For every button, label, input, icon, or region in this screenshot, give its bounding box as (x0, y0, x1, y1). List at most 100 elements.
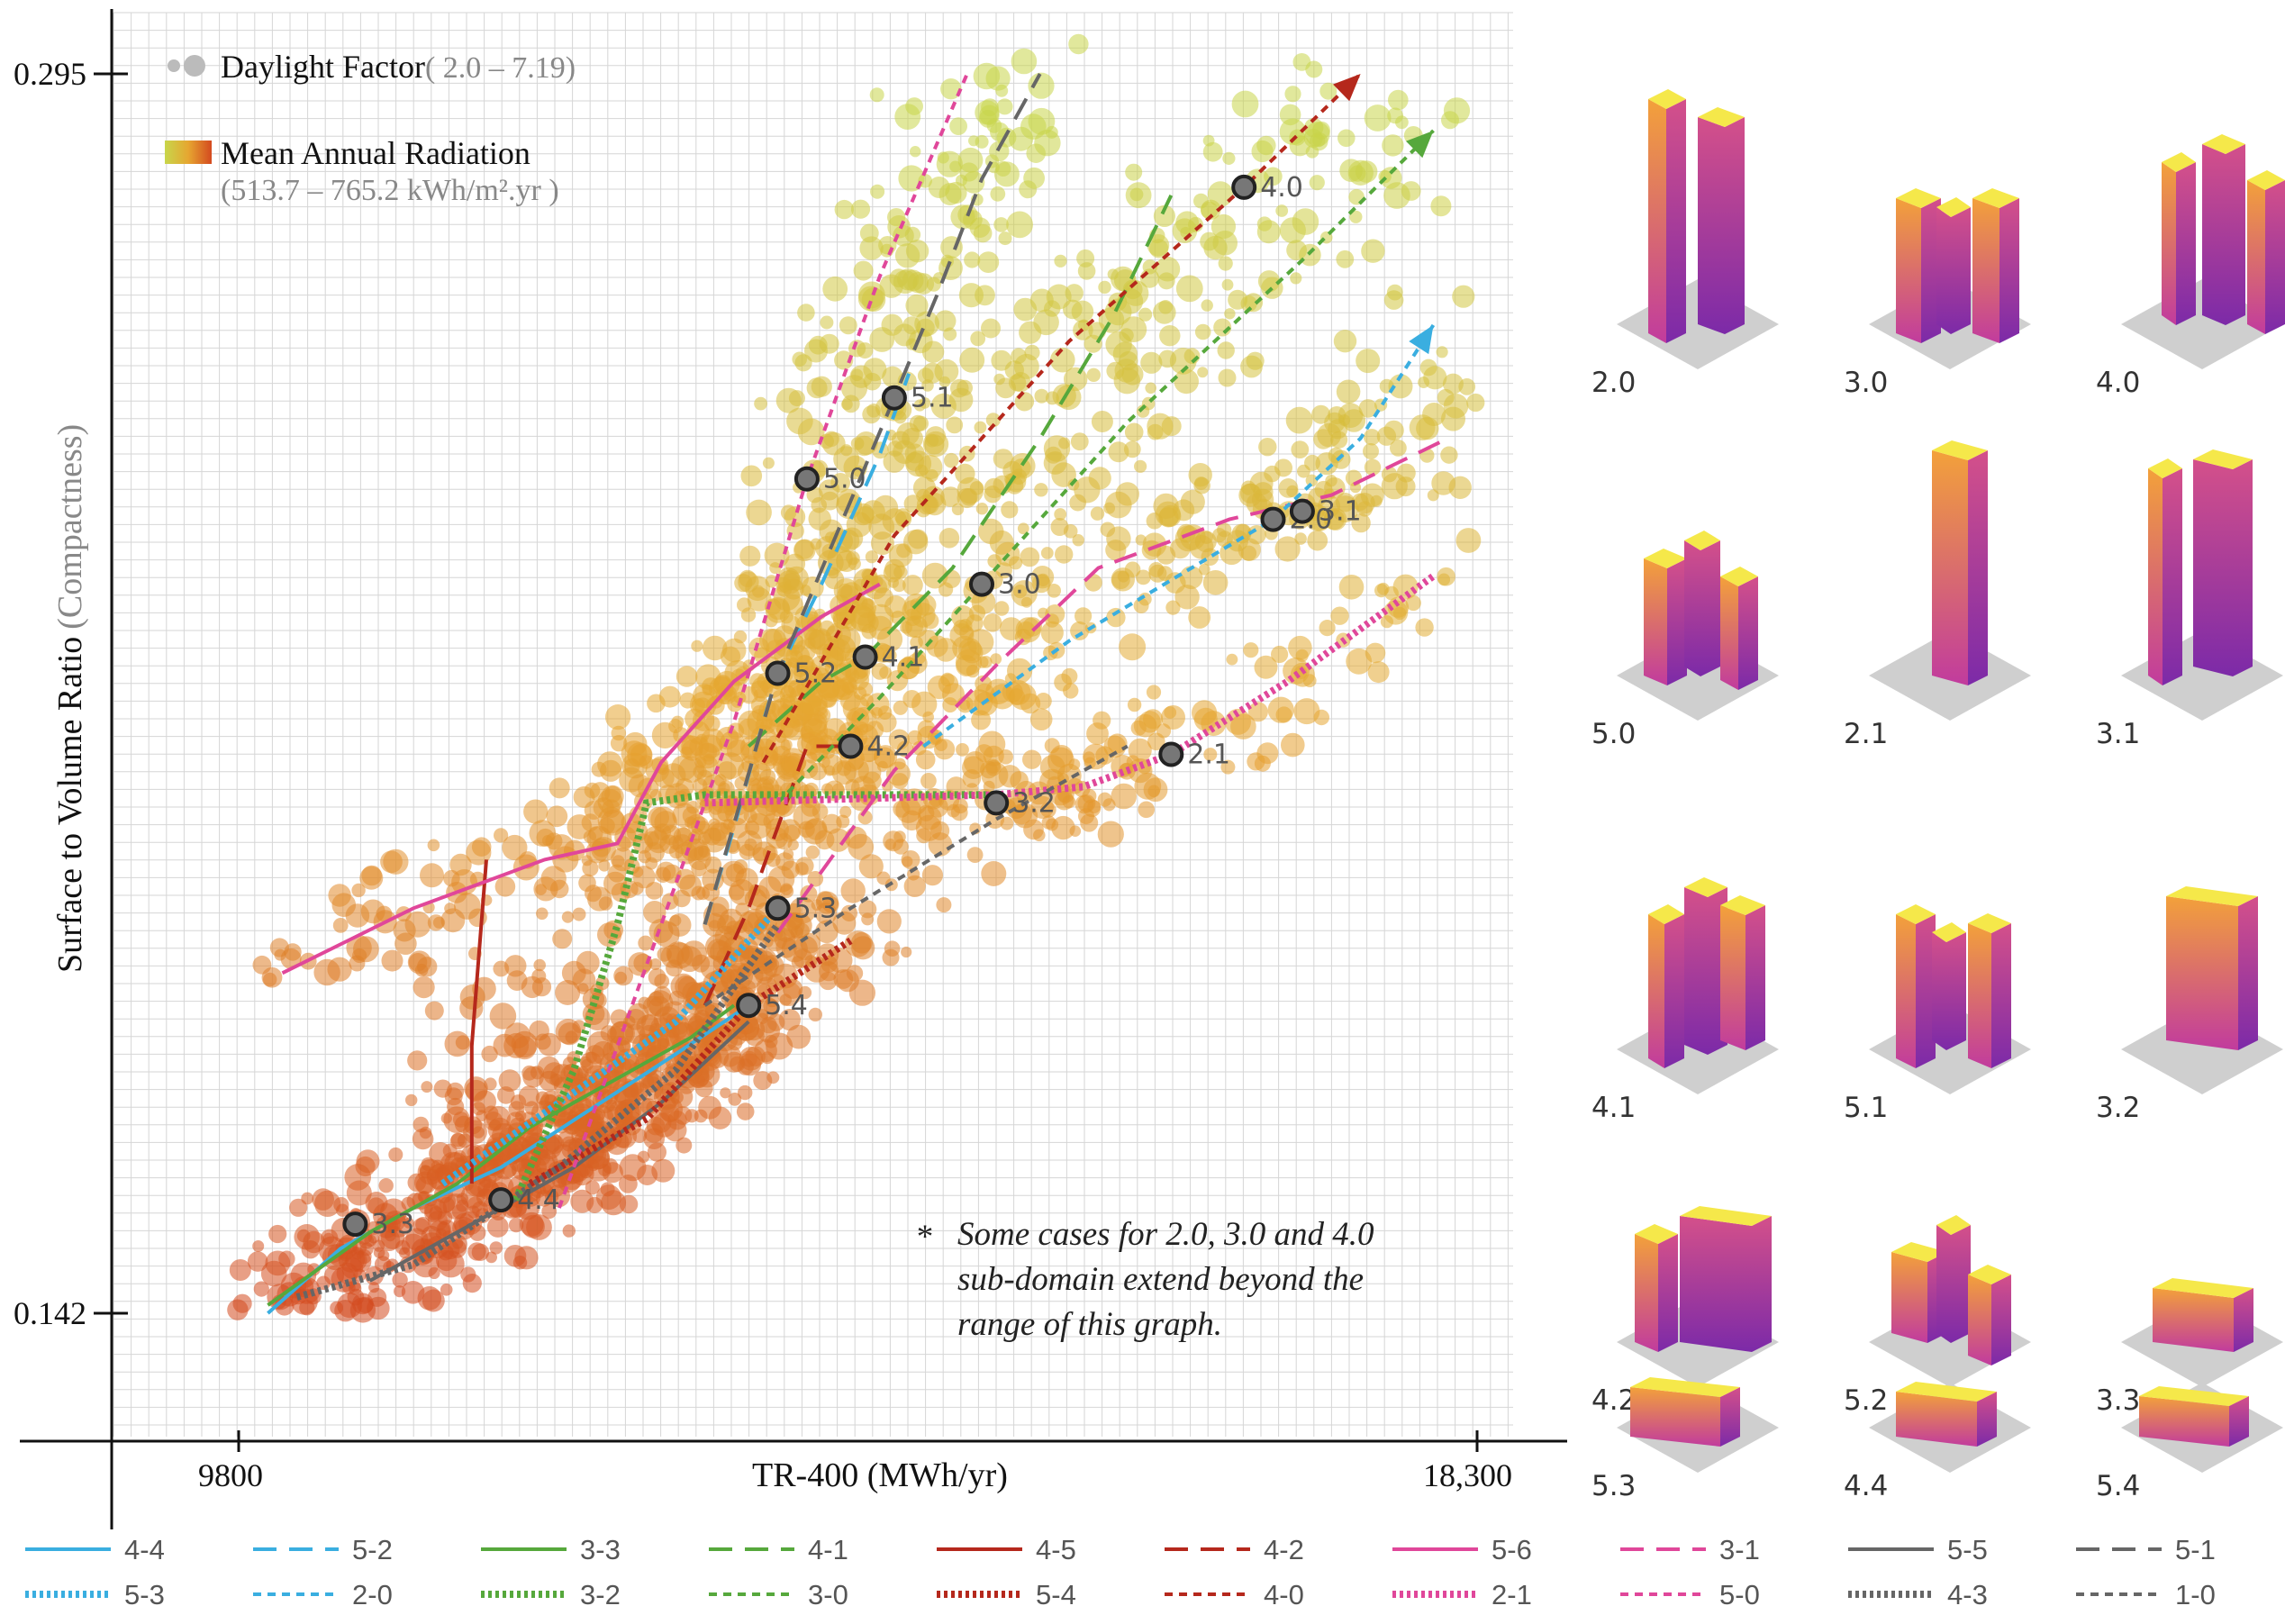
form-face-front (2148, 468, 2163, 685)
scatter-point (840, 878, 866, 903)
scatter-point (1022, 617, 1042, 637)
form-face-top (1635, 1224, 1678, 1244)
form-face-top (2202, 134, 2245, 154)
form-face-front (1648, 99, 1666, 343)
scatter-point (1105, 491, 1132, 519)
case-label-4.1: 4.1 (882, 642, 925, 674)
scatter-point (385, 1229, 396, 1242)
scatter-point (1203, 748, 1218, 762)
scatter-point (351, 883, 366, 898)
scatter-point (868, 513, 895, 540)
scatter-point (1383, 290, 1404, 310)
scatter-point (322, 1232, 334, 1245)
scatter-point (546, 805, 568, 828)
scatter-point (866, 721, 884, 739)
legend-label-3-1: 3-1 (1719, 1534, 1760, 1565)
scatter-point (1278, 478, 1299, 498)
scatter-point (857, 342, 874, 359)
scatter-point (536, 907, 549, 921)
scatter-point (739, 911, 759, 932)
scatter-point (738, 1084, 753, 1101)
case-label-5.3: 5.3 (794, 893, 838, 924)
scatter-point (788, 657, 799, 668)
scatter-point (383, 848, 409, 875)
scatter-point (1360, 483, 1384, 507)
case-label-3.2: 3.2 (1012, 787, 1056, 819)
scatter-point (805, 845, 820, 859)
scatter-point (420, 863, 444, 888)
form-face-side (1977, 1392, 1997, 1447)
y-axis-title: Surface to Volume Ratio (Compactness) (51, 424, 89, 973)
scatter-point (1068, 33, 1089, 55)
scatter-point (585, 1180, 600, 1195)
scatter-point (946, 416, 964, 434)
scatter-point (981, 318, 1001, 339)
scatter-point (512, 1036, 537, 1060)
scatter-point (660, 825, 682, 846)
scatter-point (1226, 653, 1238, 666)
scatter-point (1330, 606, 1349, 625)
scatter-point (1034, 388, 1049, 404)
scatter-point (1029, 708, 1053, 730)
case-label-3.1: 3.1 (1319, 496, 1362, 528)
scatter-point (993, 161, 1020, 187)
scatter-point (229, 1259, 251, 1281)
scatter-point (736, 830, 763, 857)
scatter-point (1317, 422, 1342, 448)
scatter-point (934, 358, 959, 384)
scatter-point (1020, 547, 1040, 567)
scatter-point (1267, 696, 1294, 723)
scatter-point (643, 901, 666, 924)
scatter-point (920, 773, 937, 789)
scatter-point (247, 1251, 268, 1272)
scatter-point (1271, 645, 1289, 664)
scatter-point (408, 953, 428, 972)
form-label-3.1: 3.1 (2096, 718, 2140, 750)
scatter-point (917, 720, 936, 738)
scatter-point (454, 893, 481, 920)
form-face-side (2234, 1288, 2253, 1352)
form-face-front (1630, 1387, 1720, 1447)
form-face-front (2153, 1288, 2234, 1352)
form-face-top (1684, 531, 1720, 550)
form-label-4.2: 4.2 (1591, 1384, 1636, 1417)
scatter-point (908, 529, 929, 549)
form-face-top (1720, 567, 1758, 586)
scatter-point (1218, 368, 1237, 387)
scatter-point (980, 656, 993, 668)
arrow-head-2-0 (1409, 324, 1434, 355)
scatter-point (703, 912, 727, 937)
scatter-point (376, 905, 393, 922)
scatter-point (990, 653, 1002, 665)
scatter-point (1349, 210, 1363, 223)
scatter-point (820, 315, 834, 330)
scatter-point (1142, 259, 1158, 275)
form-thumbnail-5.2: 5.2 (1844, 1215, 2031, 1417)
scatter-point (857, 682, 873, 697)
form-label-5.4: 5.4 (2096, 1470, 2140, 1502)
legend-label-3-0: 3-0 (808, 1579, 848, 1610)
daylight-legend-range: ( 2.0 – 7.19) (425, 51, 576, 85)
scatter-point (1246, 351, 1265, 370)
scatter-point (412, 1250, 440, 1278)
scatter-point (1147, 785, 1160, 798)
scatter-point (598, 896, 613, 911)
scatter-point (812, 803, 829, 820)
scatter-point (1405, 594, 1421, 612)
scatter-point (977, 251, 1000, 273)
scatter-point (512, 1256, 528, 1270)
scatter-point (747, 587, 772, 612)
form-label-2.1: 2.1 (1844, 718, 1888, 750)
scatter-point (1076, 249, 1095, 268)
scatter-point (1305, 122, 1330, 147)
scatter-point (536, 828, 555, 847)
form-label-3.3: 3.3 (2096, 1384, 2140, 1417)
scatter-point (1136, 569, 1151, 585)
series-line-2-0 (922, 323, 1436, 748)
legend-label-3-3: 3-3 (580, 1534, 621, 1565)
scatter-point (907, 730, 922, 745)
scatter-point (658, 685, 681, 708)
scatter-point (955, 463, 975, 485)
scatter-point (442, 1193, 469, 1220)
scatter-point (422, 1289, 445, 1312)
